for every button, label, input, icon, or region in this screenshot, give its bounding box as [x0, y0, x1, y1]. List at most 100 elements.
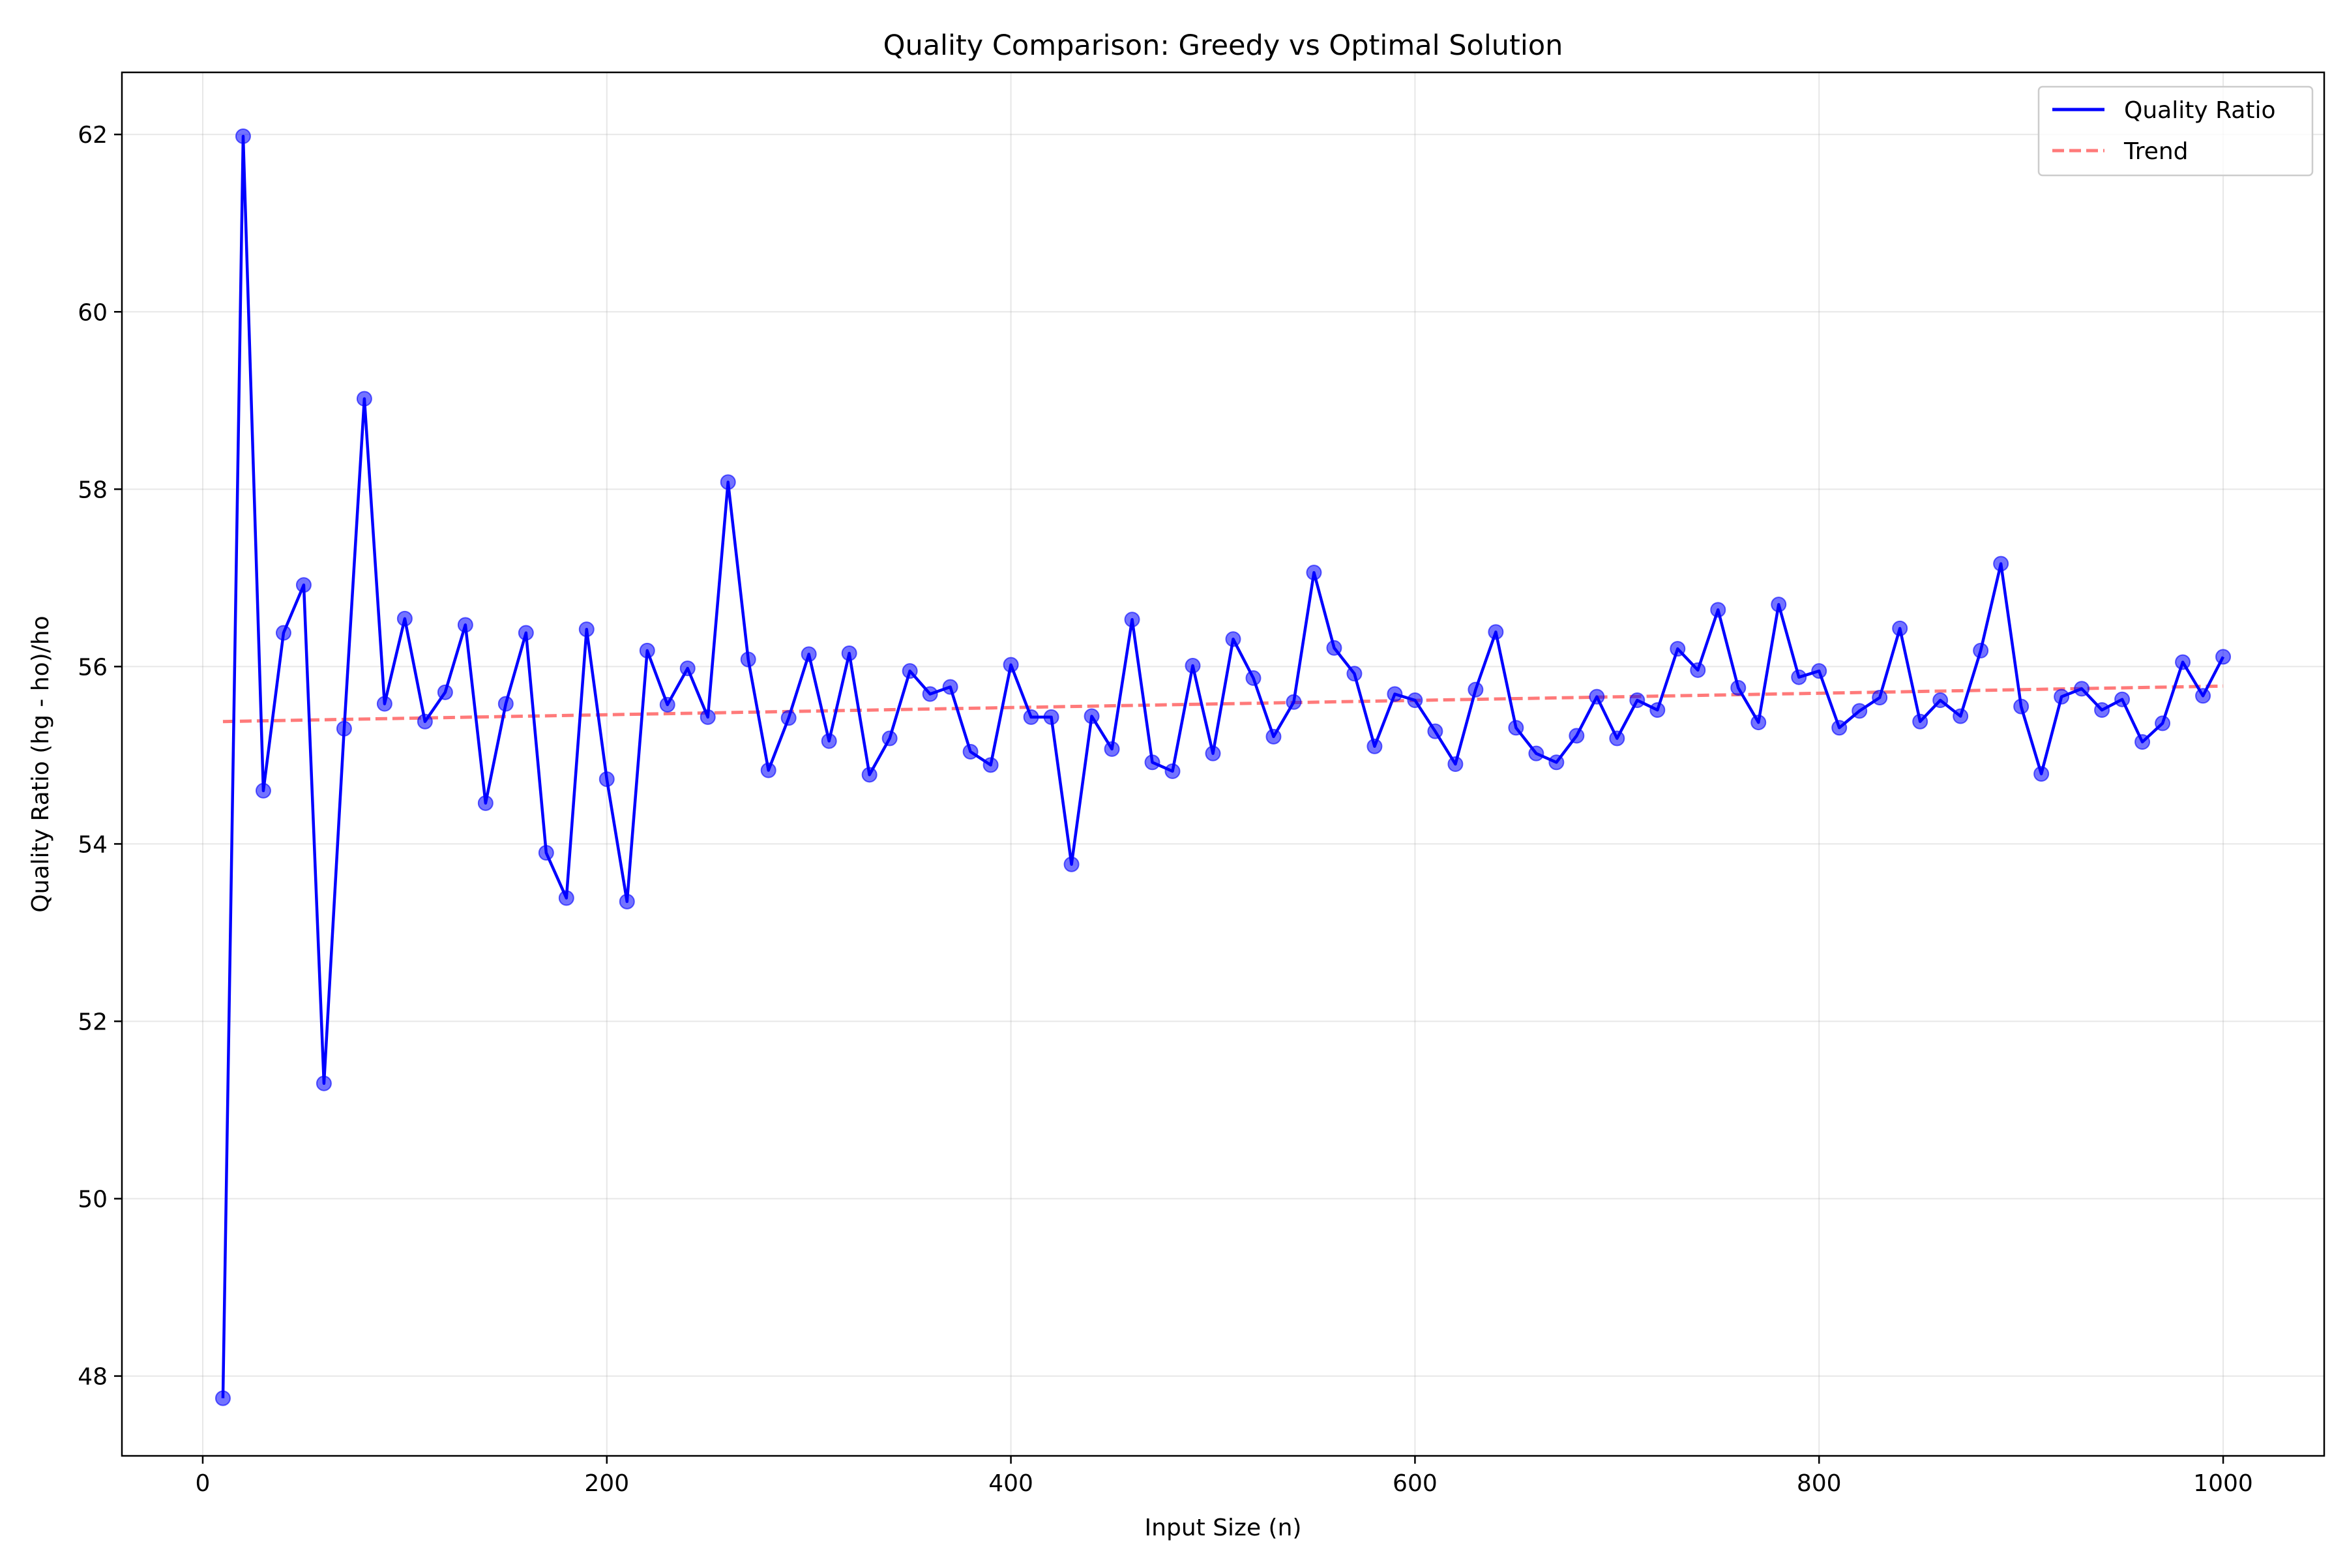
data-point	[942, 679, 958, 695]
data-point	[1205, 745, 1221, 762]
data-point	[255, 782, 271, 799]
data-point	[639, 642, 655, 658]
data-point	[1528, 745, 1544, 762]
data-point	[1225, 631, 1241, 647]
data-point	[1912, 713, 1928, 730]
data-point	[1063, 856, 1080, 872]
grid	[122, 72, 2324, 1456]
data-point	[1043, 709, 1059, 725]
data-point	[801, 646, 817, 662]
data-point	[1468, 681, 1484, 698]
data-point	[1387, 686, 1403, 702]
data-point	[2155, 715, 2171, 732]
data-point	[1306, 565, 1322, 581]
data-point	[962, 743, 979, 760]
x-axis-ticks: 0 200 400 600 800 1000	[196, 1456, 2253, 1497]
data-point	[1265, 728, 1282, 745]
data-point	[881, 730, 898, 747]
data-point	[740, 651, 756, 668]
data-point	[1852, 703, 1868, 719]
data-point	[2094, 702, 2110, 718]
data-point	[1791, 669, 1807, 685]
data-point	[235, 128, 251, 144]
quality-ratio-line	[221, 134, 2225, 1398]
data-point	[1346, 666, 1363, 682]
data-point	[1953, 708, 1969, 724]
y-tick-label: 58	[78, 477, 108, 503]
data-point	[598, 771, 615, 788]
data-point	[1164, 763, 1181, 779]
quality-ratio-series	[221, 134, 2225, 1398]
y-tick-label: 56	[78, 654, 108, 681]
data-point	[659, 696, 675, 713]
data-point	[1447, 756, 1464, 772]
legend-frame	[2037, 85, 2314, 177]
data-point	[1286, 694, 1302, 710]
data-point	[2114, 691, 2131, 707]
y-tick-label: 48	[78, 1364, 108, 1391]
data-point	[1548, 754, 1565, 771]
x-tick-label: 0	[196, 1470, 211, 1497]
data-point	[2013, 698, 2030, 715]
data-point	[1003, 657, 1019, 673]
data-point	[2134, 733, 2151, 750]
plot-frame	[121, 71, 2325, 1457]
legend: Quality Ratio Trend	[2037, 85, 2314, 177]
data-point	[1589, 688, 1605, 705]
data-point	[457, 617, 473, 633]
y-tick-label: 54	[78, 831, 108, 858]
quality-ratio-markers	[214, 128, 2232, 1406]
data-point	[477, 795, 494, 811]
data-point	[356, 391, 372, 407]
data-point	[2195, 688, 2211, 704]
y-axis-label: Quality Ratio (hg - ho)/ho	[27, 615, 54, 912]
data-point	[780, 710, 797, 726]
data-point	[679, 660, 696, 677]
data-point	[437, 684, 453, 700]
x-tick-label: 400	[988, 1470, 1033, 1497]
data-point	[316, 1075, 332, 1091]
x-tick-label: 800	[1797, 1470, 1842, 1497]
data-point	[1427, 723, 1443, 739]
data-point	[1326, 640, 1342, 656]
data-point	[619, 893, 635, 910]
data-point	[1084, 708, 1100, 724]
chart-title: Quality Comparison: Greedy vs Optimal So…	[883, 29, 1563, 62]
data-point	[720, 474, 736, 490]
data-point	[922, 686, 938, 702]
data-point	[1124, 612, 1140, 628]
data-point	[2215, 649, 2232, 665]
data-point	[1185, 658, 1201, 674]
data-point	[760, 762, 776, 778]
data-point	[1730, 680, 1747, 696]
data-point	[982, 757, 999, 773]
data-point	[2033, 765, 2050, 782]
y-tick-label: 62	[78, 122, 108, 149]
data-point	[578, 621, 595, 638]
data-point	[1932, 692, 1949, 709]
data-point	[497, 696, 514, 712]
data-point	[1750, 715, 1767, 731]
data-point	[1629, 692, 1646, 709]
data-point	[295, 577, 312, 593]
data-point	[1710, 602, 1726, 618]
data-point	[1811, 663, 1827, 679]
data-point	[336, 720, 352, 737]
data-point	[1569, 728, 1585, 744]
data-point	[1771, 597, 1787, 613]
y-tick-label: 50	[78, 1187, 108, 1213]
data-point	[902, 663, 918, 679]
data-point	[1023, 709, 1039, 725]
data-point	[518, 625, 534, 641]
data-point	[1609, 730, 1625, 747]
data-point	[214, 1390, 231, 1406]
x-tick-label: 1000	[2193, 1470, 2253, 1497]
data-point	[1144, 754, 1160, 771]
data-point	[396, 610, 413, 627]
y-tick-label: 52	[78, 1009, 108, 1035]
data-point	[1973, 642, 1989, 658]
data-point	[1366, 738, 1383, 754]
data-point	[2074, 681, 2090, 697]
